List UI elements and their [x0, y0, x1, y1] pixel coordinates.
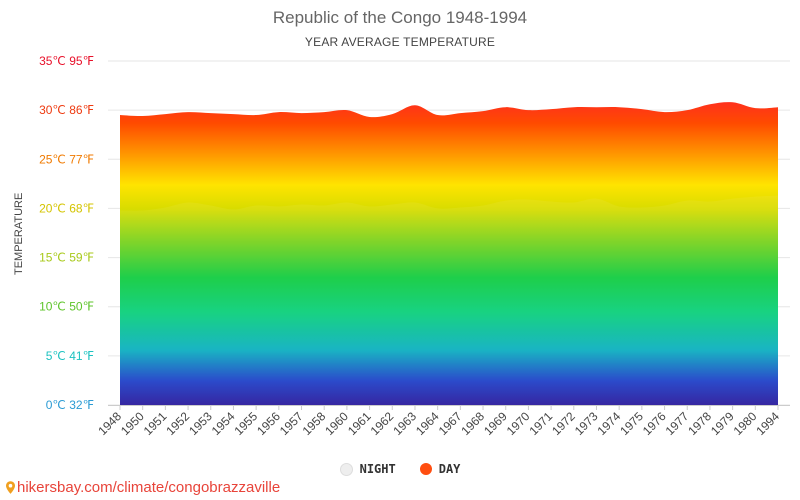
x-tick-label: 1976	[640, 409, 669, 438]
x-tick-label: 1956	[254, 409, 283, 438]
legend-item-night[interactable]: NIGHT	[339, 462, 396, 476]
x-tick-labels: 1948195019511952195319541955195619571958…	[95, 405, 782, 438]
source-credit-text: hikersbay.com/climate/congobrazzaville	[17, 479, 281, 496]
x-tick-label: 1972	[549, 409, 578, 438]
series-areas	[120, 102, 778, 405]
y-tick-label: 0℃ 32℉	[46, 398, 94, 412]
y-tick-label: 15℃ 59℉	[39, 251, 94, 265]
night-dot-icon	[339, 462, 353, 476]
x-tick-label: 1960	[322, 409, 351, 438]
y-tick-label: 25℃ 77℉	[39, 152, 94, 166]
x-tick-label: 1974	[595, 409, 624, 438]
x-tick-label: 1969	[481, 409, 510, 438]
y-tick-labels: 0℃ 32℉ 5℃ 41℉ 10℃ 50℉ 15℃ 59℉ 20℃ 68℉ 25℃ 77℉…	[39, 54, 94, 412]
chart-subtitle: YEAR AVERAGE TEMPERATURE	[304, 35, 496, 49]
x-tick-label: 1955	[231, 409, 260, 438]
x-tick-label: 1958	[300, 409, 329, 438]
x-tick-label: 1994	[753, 409, 782, 438]
source-credit[interactable]: hikersbay.com/climate/congobrazzaville	[6, 479, 280, 496]
x-tick-label: 1952	[163, 409, 192, 438]
y-tick-label: 30℃ 86℉	[39, 103, 94, 117]
x-tick-label: 1961	[345, 409, 374, 438]
x-tick-label: 1954	[209, 409, 238, 438]
x-tick-label: 1948	[95, 409, 124, 438]
x-tick-label: 1967	[436, 409, 465, 438]
x-tick-label: 1963	[390, 409, 419, 438]
legend-label-day: DAY	[438, 462, 461, 476]
x-tick-label: 1980	[731, 409, 760, 438]
day-dot-icon	[419, 463, 432, 475]
y-tick-label: 20℃ 68℉	[39, 201, 94, 215]
x-tick-label: 1953	[186, 409, 215, 438]
legend-item-day[interactable]: DAY	[419, 462, 461, 476]
x-tick-label: 1979	[708, 409, 737, 438]
x-tick-label: 1968	[458, 409, 487, 438]
legend: NIGHT DAY	[0, 462, 800, 476]
x-tick-label: 1957	[277, 409, 306, 438]
legend-label-night: NIGHT	[359, 462, 396, 476]
y-tick-label: 5℃ 41℉	[46, 349, 94, 363]
map-pin-icon	[6, 481, 15, 494]
y-tick-label: 35℃ 95℉	[39, 54, 94, 68]
x-tick-label: 1973	[572, 409, 601, 438]
x-tick-label: 1971	[526, 409, 555, 438]
x-tick-label: 1964	[413, 409, 442, 438]
x-tick-label: 1975	[617, 409, 646, 438]
chart-title: Republic of the Congo 1948-1994	[272, 8, 528, 27]
x-tick-label: 1951	[141, 409, 170, 438]
x-tick-label: 1977	[663, 409, 692, 438]
x-tick-label: 1962	[368, 409, 397, 438]
x-tick-label: 1950	[118, 409, 147, 438]
night-area	[120, 195, 778, 405]
x-tick-label: 1970	[504, 409, 533, 438]
y-tick-label: 10℃ 50℉	[39, 300, 94, 314]
x-tick-label: 1978	[685, 409, 714, 438]
night-area-tint	[120, 195, 778, 405]
